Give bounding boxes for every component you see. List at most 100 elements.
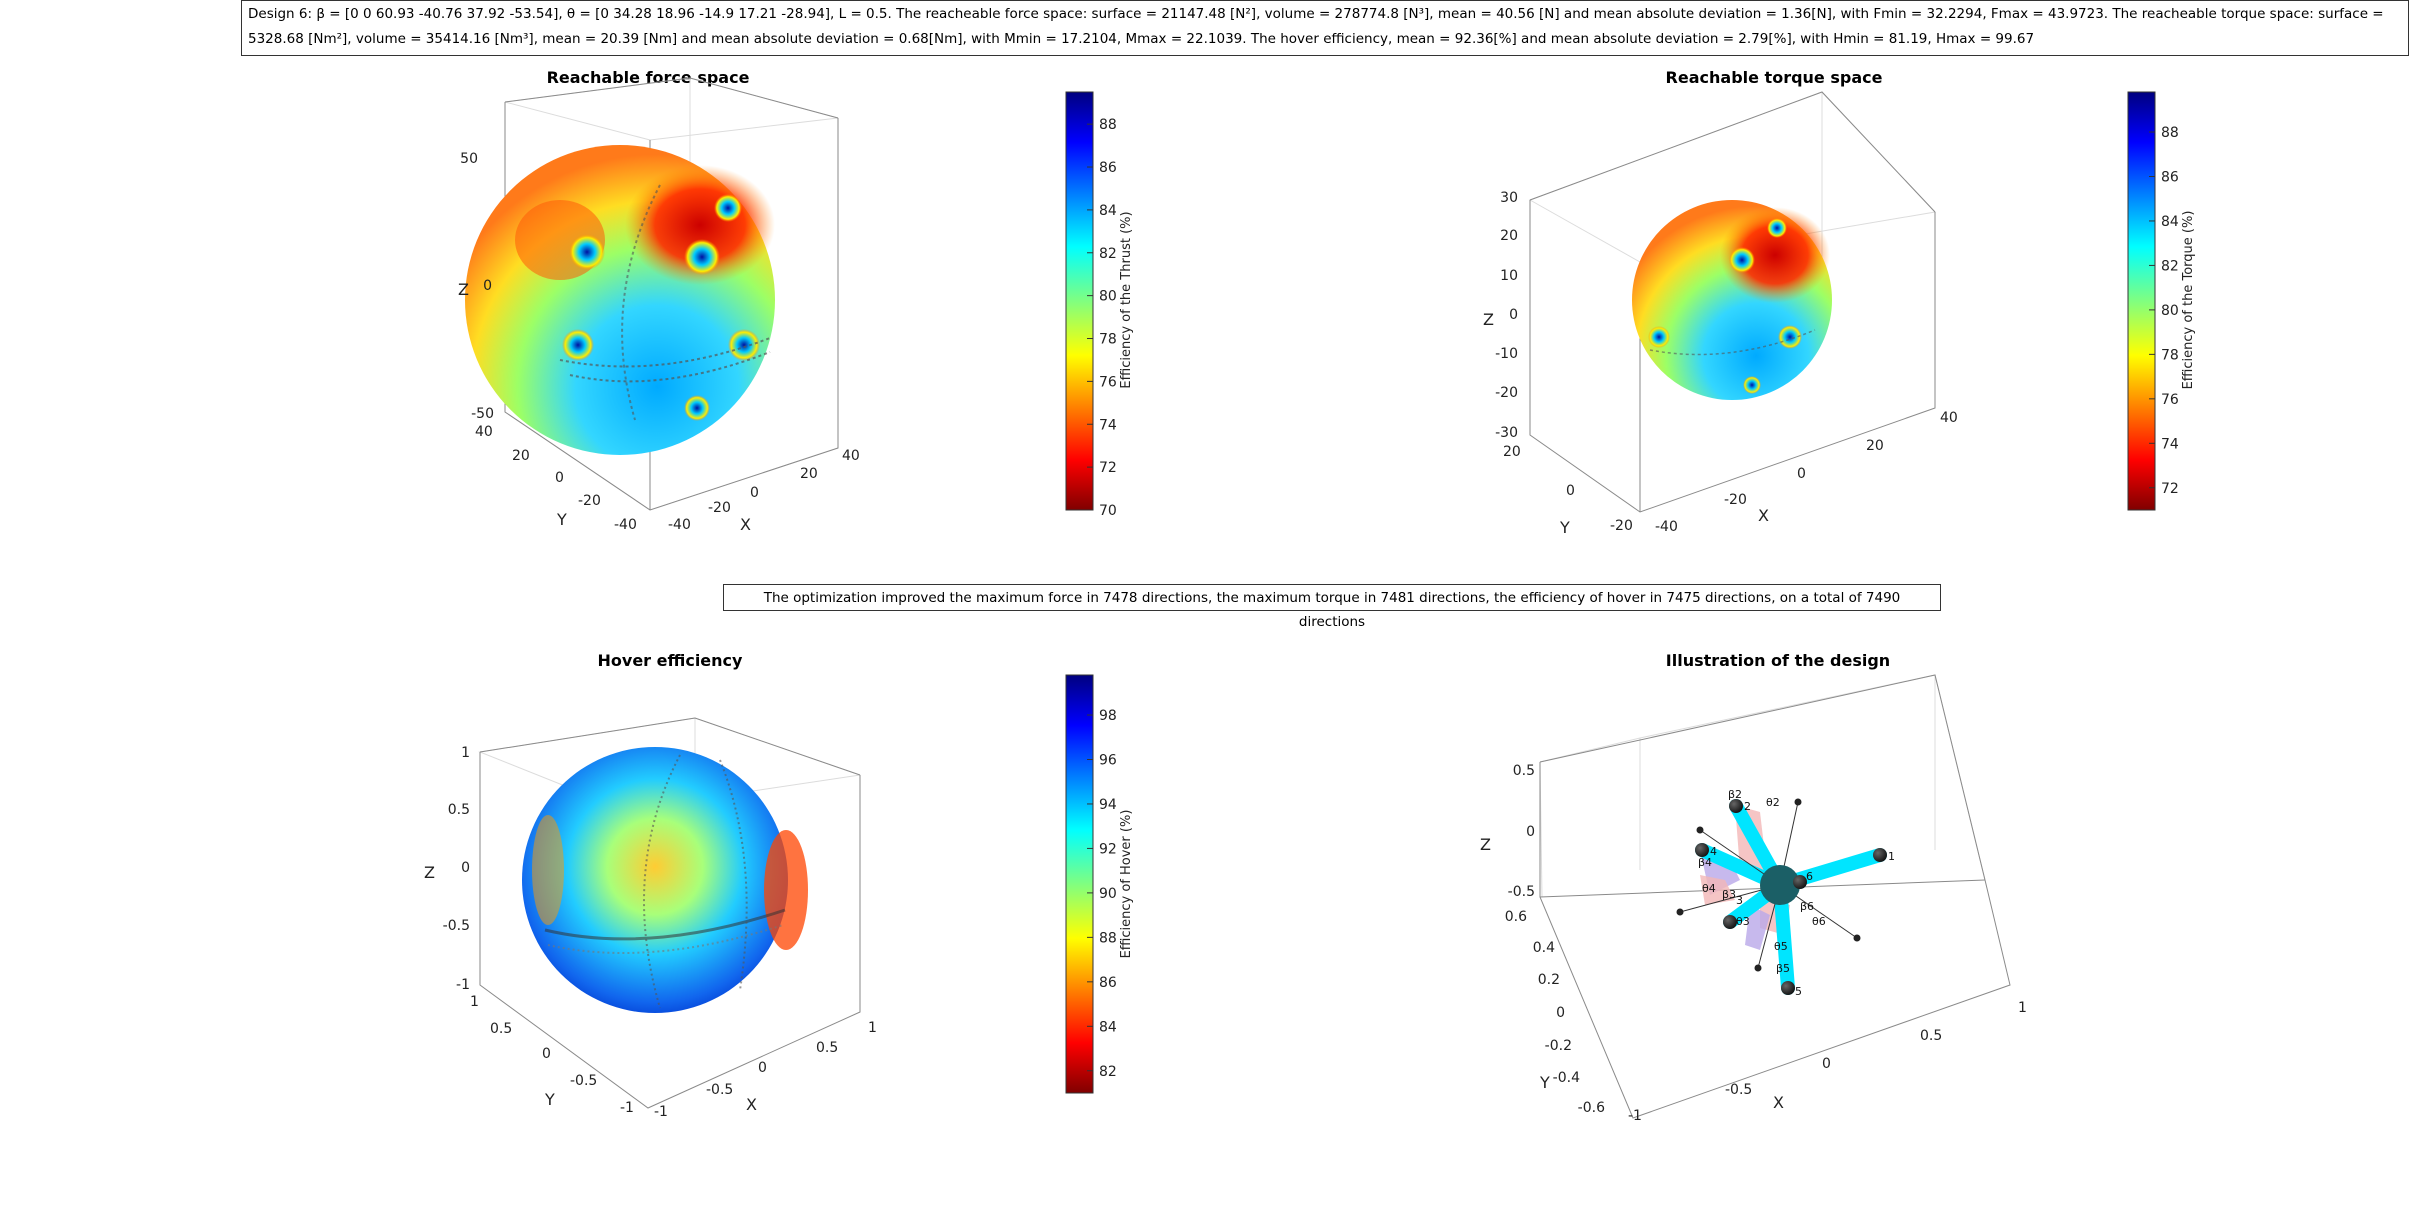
hover-x-tick: -0.5 (706, 1082, 733, 1098)
design-y-tick: -0.4 (1553, 1070, 1580, 1086)
colorbar-tick-label: 76 (2161, 392, 2179, 408)
force-z-tick: 50 (460, 151, 478, 167)
force-y-tick: 20 (512, 448, 530, 464)
torque-z-tick: 10 (1500, 268, 1518, 284)
force-colorbar-label: Efficiency of the Thrust (%) (1119, 211, 1134, 388)
hover-y-label: Y (544, 1090, 555, 1109)
hover-x-label: X (746, 1095, 757, 1114)
hover-z-tick: -1 (456, 977, 470, 993)
colorbar-tick-label: 76 (1099, 374, 1117, 390)
design-x-label: X (1773, 1093, 1784, 1112)
hover-y-tick: 0.5 (490, 1021, 512, 1037)
hover-z-tick: 1 (461, 745, 470, 761)
angle-label: β3 (1722, 888, 1736, 901)
force-colorbar-ticks: 70 72 74 76 78 80 82 84 86 88 (1087, 117, 1117, 519)
torque-x-label: X (1758, 506, 1769, 525)
optimization-summary-text: The optimization improved the maximum fo… (763, 590, 1901, 630)
force-space-title: Reachable force space (546, 68, 750, 87)
angle-label: β5 (1776, 962, 1790, 975)
rotor-label-3: 3 (1736, 894, 1743, 907)
colorbar-tick-label: 90 (1099, 886, 1117, 902)
force-y-tick: -40 (614, 517, 637, 533)
torque-x-tick: 40 (1940, 410, 1958, 426)
force-space-surface (465, 145, 775, 455)
design-y-tick: -0.2 (1545, 1038, 1572, 1054)
colorbar-tick-label: 74 (1099, 417, 1117, 433)
torque-y-tick: 20 (1503, 444, 1521, 460)
colorbar-tick-label: 80 (2161, 303, 2179, 319)
hover-colorbar-ticks: 82 84 86 88 90 92 94 96 98 (1087, 708, 1117, 1080)
torque-z-tick: 0 (1509, 307, 1518, 323)
design-z-label: Z (1480, 835, 1491, 854)
design-y-label: Y (1539, 1073, 1550, 1092)
colorbar-tick-label: 80 (1099, 289, 1117, 305)
hover-z-tick: -0.5 (443, 918, 470, 934)
design-y-tick: 0 (1556, 1005, 1565, 1021)
hover-z-label: Z (424, 863, 435, 882)
hover-x-tick: 0 (758, 1060, 767, 1076)
force-x-tick: 20 (800, 466, 818, 482)
colorbar-tick-label: 70 (1099, 503, 1117, 519)
colorbar-tick-label: 94 (1099, 797, 1117, 813)
hover-y-tick: -0.5 (570, 1073, 597, 1089)
torque-colorbar-label: Efficiency of the Torque (%) (2181, 211, 2196, 390)
colorbar-tick-label: 74 (2161, 436, 2179, 452)
design-z-tick: 0.5 (1513, 763, 1535, 779)
hover-z-tick: 0 (461, 860, 470, 876)
force-x-label: X (740, 515, 751, 534)
colorbar-tick-label: 84 (2161, 214, 2179, 230)
angle-label: θ6 (1812, 915, 1826, 928)
design-illustration-title: Illustration of the design (1665, 651, 1891, 670)
hover-colorbar-label: Efficiency of Hover (%) (1119, 810, 1134, 959)
colorbar-tick-label: 88 (2161, 125, 2179, 141)
torque-x-tick: -40 (1655, 519, 1678, 535)
colorbar-tick-label: 98 (1099, 708, 1117, 724)
colorbar-tick-label: 72 (1099, 460, 1117, 476)
colorbar-tick-label: 88 (1099, 117, 1117, 133)
torque-colorbar-ticks: 72 74 76 78 80 82 84 86 88 (2149, 125, 2179, 497)
design-x-tick: 0 (1822, 1056, 1831, 1072)
force-y-tick: -20 (578, 493, 601, 509)
torque-space-title: Reachable torque space (1665, 68, 1883, 87)
angle-label: θ2 (1766, 796, 1780, 809)
design-z-tick: -0.5 (1508, 884, 1535, 900)
torque-z-tick: -20 (1495, 385, 1518, 401)
force-x-tick: -40 (668, 517, 691, 533)
force-z-tick: 0 (483, 278, 492, 294)
design-x-tick: -0.5 (1725, 1082, 1752, 1098)
torque-y-tick: 0 (1566, 483, 1575, 499)
design-y-tick: -0.6 (1578, 1100, 1605, 1116)
force-x-tick: 40 (842, 448, 860, 464)
colorbar-tick-label: 96 (1099, 752, 1117, 768)
colorbar-tick-label: 82 (2161, 258, 2179, 274)
design-summary-text: Design 6: β = [0 0 60.93 -40.76 37.92 -5… (248, 6, 2384, 47)
torque-z-label: Z (1483, 310, 1494, 329)
torque-space-surface (1632, 200, 1832, 400)
design-y-tick: 0.6 (1505, 909, 1527, 925)
colorbar-tick-label: 78 (2161, 347, 2179, 363)
design-x-tick: 1 (2018, 1000, 2027, 1016)
hover-colorbar (1065, 674, 1094, 1094)
angle-label: θ3 (1736, 915, 1750, 928)
force-z-tick: -50 (471, 406, 494, 422)
colorbar-tick-label: 86 (2161, 169, 2179, 185)
hover-y-tick: -1 (620, 1100, 634, 1116)
angle-label: θ5 (1774, 940, 1788, 953)
angle-label: θ4 (1702, 882, 1716, 895)
angle-label: β4 (1698, 856, 1712, 869)
colorbar-tick-label: 92 (1099, 841, 1117, 857)
torque-space-axes (1528, 91, 1937, 513)
design-summary-box: Design 6: β = [0 0 60.93 -40.76 37.92 -5… (241, 0, 2409, 56)
torque-x-tick: 20 (1866, 438, 1884, 454)
hover-y-tick: 0 (542, 1046, 551, 1062)
force-y-tick: 0 (555, 470, 564, 486)
colorbar-tick-label: 86 (1099, 160, 1117, 176)
rotor-label-4: 4 (1710, 845, 1717, 858)
colorbar-tick-label: 72 (2161, 481, 2179, 497)
design-x-tick: 0.5 (1920, 1028, 1942, 1044)
hover-z-tick: 0.5 (448, 802, 470, 818)
design-y-tick: 0.2 (1538, 972, 1560, 988)
torque-z-tick: 30 (1500, 190, 1518, 206)
force-colorbar (1065, 91, 1094, 511)
